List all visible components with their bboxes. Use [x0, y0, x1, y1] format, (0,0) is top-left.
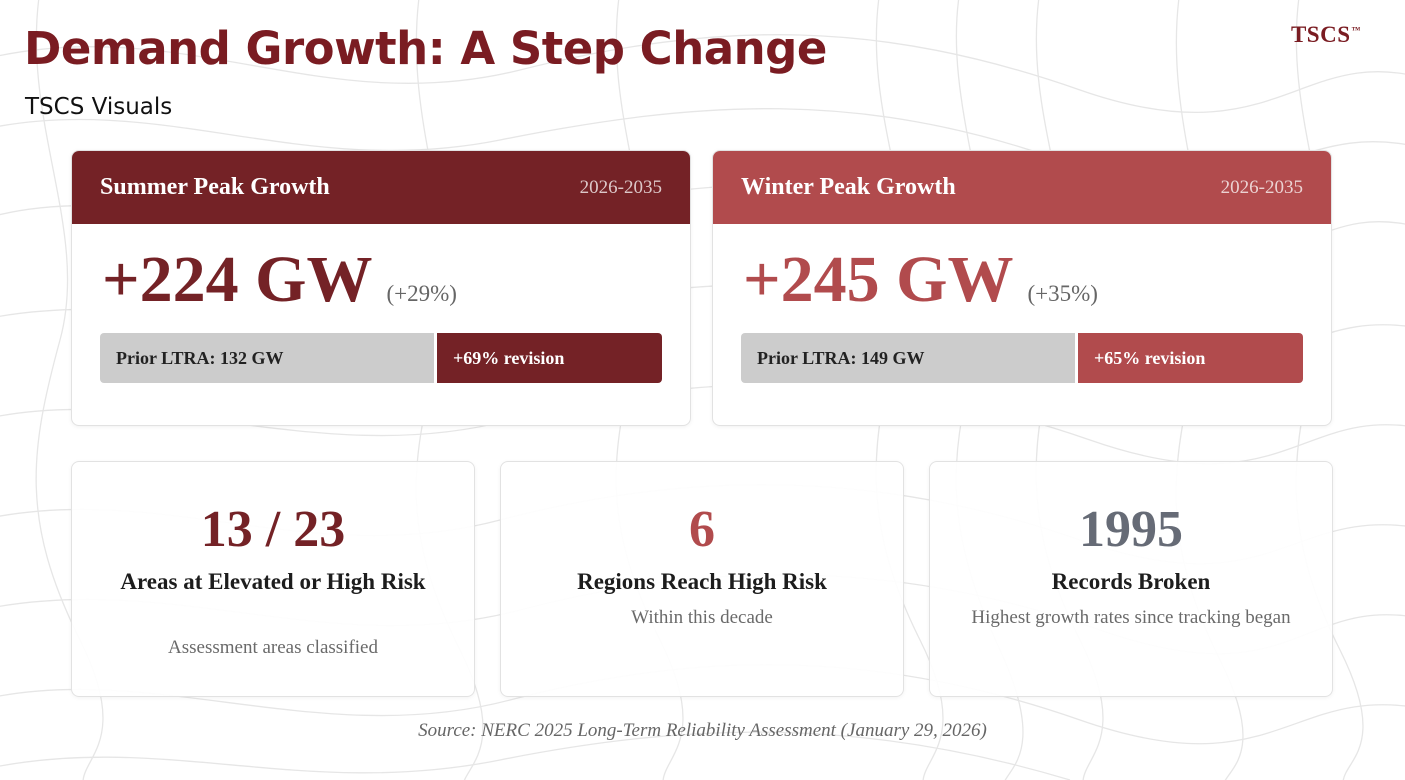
growth-percent: (+29%) [386, 281, 457, 306]
stat-label: Areas at Elevated or High Risk [120, 569, 426, 594]
card-header: Winter Peak Growth 2026-2035 [713, 151, 1331, 224]
page-subtitle: TSCS Visuals [25, 94, 173, 120]
comparison-bar: Prior LTRA: 132 GW +69% revision [100, 333, 662, 383]
summer-peak-card: Summer Peak Growth 2026-2035 +224 GW (+2… [71, 150, 691, 426]
comparison-bar: Prior LTRA: 149 GW +65% revision [741, 333, 1303, 383]
prior-ltra-bar: Prior LTRA: 149 GW [741, 333, 1075, 383]
stat-label: Regions Reach High Risk [577, 569, 827, 594]
source-citation: Source: NERC 2025 Long-Term Reliability … [418, 720, 987, 741]
stat-card-records-broken: 1995 Records Broken Highest growth rates… [929, 461, 1333, 697]
growth-value: +224 GW [102, 243, 373, 316]
stat-label: Records Broken [1051, 569, 1211, 594]
revision-bar: +65% revision [1078, 333, 1303, 383]
card-period: 2026-2035 [1220, 176, 1303, 198]
tscs-logo: TSCS™ [1291, 22, 1361, 48]
growth-value: +245 GW [743, 243, 1014, 316]
logo-text: TSCS [1290, 22, 1351, 47]
revision-bar: +69% revision [437, 333, 662, 383]
prior-ltra-bar: Prior LTRA: 132 GW [100, 333, 434, 383]
card-header: Summer Peak Growth 2026-2035 [72, 151, 690, 224]
winter-peak-card: Winter Peak Growth 2026-2035 +245 GW (+3… [712, 150, 1332, 426]
card-period: 2026-2035 [579, 176, 662, 198]
stat-note: Assessment areas classified [168, 637, 378, 658]
growth-value-row: +245 GW (+35%) [743, 247, 1098, 313]
stat-value: 13 / 23 [200, 501, 346, 558]
stat-note: Highest growth rates since tracking bega… [971, 607, 1291, 628]
trademark-mark: ™ [1351, 25, 1361, 36]
growth-percent: (+35%) [1027, 281, 1098, 306]
stat-value: 6 [689, 501, 715, 558]
stat-card-high-risk-regions: 6 Regions Reach High Risk Within this de… [500, 461, 904, 697]
growth-value-row: +224 GW (+29%) [102, 247, 457, 313]
card-title: Summer Peak Growth [100, 174, 330, 200]
card-title: Winter Peak Growth [741, 174, 956, 200]
stat-value: 1995 [1079, 501, 1183, 558]
stat-note: Within this decade [631, 607, 773, 628]
page-title: Demand Growth: A Step Change [24, 22, 827, 75]
stat-card-elevated-risk: 13 / 23 Areas at Elevated or High Risk A… [71, 461, 475, 697]
